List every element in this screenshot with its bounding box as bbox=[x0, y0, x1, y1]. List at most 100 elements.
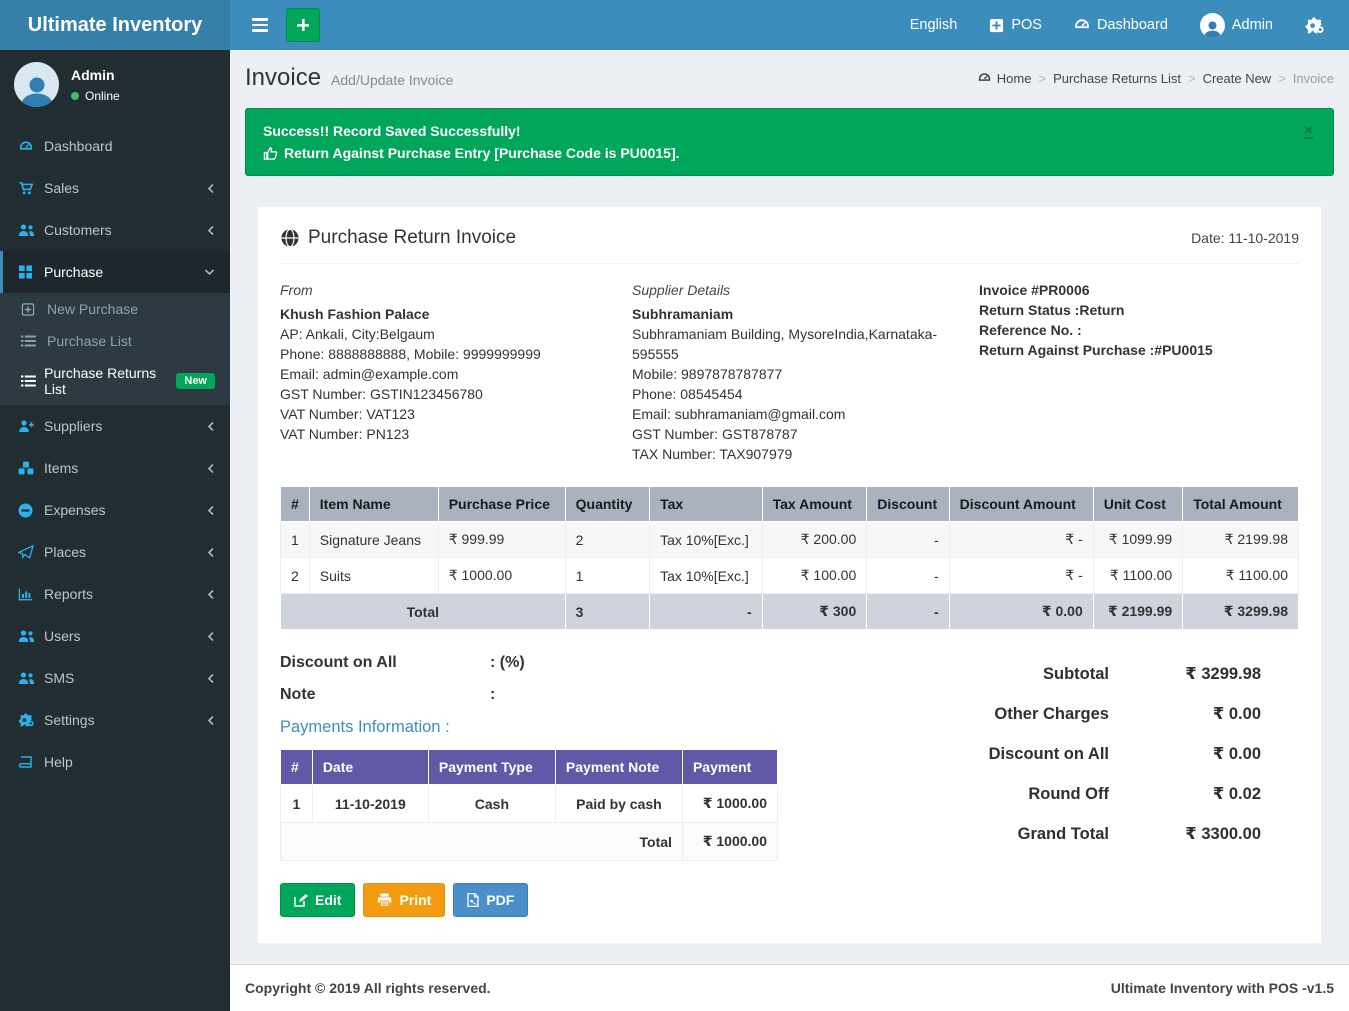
summary-grand-total: Grand Total ₹ 3300.00 bbox=[899, 814, 1261, 854]
cell-total: ₹ 1100.00 bbox=[1183, 558, 1299, 594]
gauge-icon bbox=[18, 139, 44, 154]
chevron-left-icon bbox=[207, 463, 215, 474]
sidebar-item-expenses[interactable]: Expenses bbox=[0, 489, 230, 531]
summary-value: ₹ 0.00 bbox=[1109, 704, 1261, 724]
from-vat2: VAT Number: PN123 bbox=[280, 424, 632, 444]
payments-header-row: # Date Payment Type Payment Note Payment bbox=[281, 750, 778, 785]
col-discount: Discount bbox=[867, 487, 949, 522]
sidebar-item-dashboard[interactable]: Dashboard bbox=[0, 125, 230, 167]
summary-value: ₹ 3300.00 bbox=[1109, 824, 1261, 844]
chevron-left-icon bbox=[207, 589, 215, 600]
sidebar-user-panel: Admin Online bbox=[0, 50, 230, 121]
user-avatar bbox=[1200, 13, 1225, 38]
edit-button[interactable]: Edit bbox=[280, 883, 355, 917]
sidebar-item-items[interactable]: Items bbox=[0, 447, 230, 489]
settings-menu[interactable] bbox=[1291, 0, 1339, 50]
printer-icon bbox=[377, 893, 392, 907]
action-buttons: Edit Print PDF bbox=[280, 883, 780, 917]
submenu-item-new-purchase[interactable]: New Purchase bbox=[0, 293, 230, 325]
cell-discount: - bbox=[867, 558, 949, 594]
sidebar-item-sales[interactable]: Sales bbox=[0, 167, 230, 209]
note-label: Note bbox=[280, 686, 490, 704]
items-total-row: Total 3 - ₹ 300 - ₹ 0.00 ₹ 2199.99 ₹ 329… bbox=[281, 594, 1299, 630]
summary-label: Discount on All bbox=[899, 745, 1109, 764]
total-tax: - bbox=[650, 594, 763, 630]
breadcrumb-home[interactable]: Home bbox=[977, 71, 1032, 86]
supplier-email: Email: subhramaniam@gmail.com bbox=[632, 404, 942, 424]
sidebar-item-customers[interactable]: Customers bbox=[0, 209, 230, 251]
print-button[interactable]: Print bbox=[363, 883, 445, 917]
sidebar-item-users[interactable]: Users bbox=[0, 615, 230, 657]
note-value: : bbox=[490, 686, 495, 704]
summary-other-charges: Other Charges ₹ 0.00 bbox=[899, 694, 1261, 734]
topbar: Ultimate Inventory English POS Dashboard… bbox=[0, 0, 1349, 50]
chevron-down-icon bbox=[204, 268, 215, 276]
version-text: Ultimate Inventory with POS -v1.5 bbox=[1111, 980, 1334, 996]
alert-close-icon[interactable]: × bbox=[1304, 125, 1313, 139]
chevron-left-icon bbox=[207, 225, 215, 236]
summary-discount-on-all: Discount on All ₹ 0.00 bbox=[899, 734, 1261, 774]
sidebar-item-sms[interactable]: SMS bbox=[0, 657, 230, 699]
globe-icon bbox=[280, 228, 300, 248]
brand-logo[interactable]: Ultimate Inventory bbox=[0, 0, 230, 50]
submenu-item-purchase-list[interactable]: Purchase List bbox=[0, 325, 230, 357]
table-row: 2 Suits ₹ 1000.00 1 Tax 10%[Exc.] ₹ 100.… bbox=[281, 558, 1299, 594]
breadcrumb-create-new[interactable]: Create New bbox=[1203, 71, 1272, 86]
col-hash: # bbox=[281, 487, 310, 522]
table-row: 1 Signature Jeans ₹ 999.99 2 Tax 10%[Exc… bbox=[281, 522, 1299, 558]
users-icon bbox=[18, 629, 44, 643]
sidebar-item-settings[interactable]: Settings bbox=[0, 699, 230, 741]
gears-icon bbox=[18, 713, 44, 727]
pdf-button[interactable]: PDF bbox=[453, 883, 528, 917]
table-row: 1 11-10-2019 Cash Paid by cash ₹ 1000.00 bbox=[281, 785, 778, 823]
supplier-address: Subhramaniam Building, MysoreIndia,Karna… bbox=[632, 324, 942, 364]
cell-qty: 2 bbox=[565, 522, 649, 558]
dashboard-link[interactable]: Dashboard bbox=[1060, 0, 1182, 50]
cart-icon bbox=[18, 181, 44, 196]
language-menu[interactable]: English bbox=[896, 0, 972, 50]
pay-col-payment: Payment bbox=[682, 750, 777, 785]
user-plus-icon bbox=[18, 419, 44, 433]
navbar-right: English POS Dashboard Admin bbox=[896, 0, 1339, 50]
quick-add-button[interactable] bbox=[286, 8, 320, 42]
user-menu[interactable]: Admin bbox=[1186, 0, 1287, 50]
pay-cell-date: 11-10-2019 bbox=[312, 785, 428, 823]
sidebar-item-places[interactable]: Places bbox=[0, 531, 230, 573]
summary-subtotal: Subtotal ₹ 3299.98 bbox=[899, 654, 1261, 694]
summary-value: ₹ 3299.98 bbox=[1109, 664, 1261, 684]
sidebar-item-suppliers[interactable]: Suppliers bbox=[0, 405, 230, 447]
cell-item: Signature Jeans bbox=[309, 522, 438, 558]
invoice-title-row: Purchase Return Invoice bbox=[280, 227, 516, 249]
divider bbox=[280, 263, 1299, 264]
pay-cell-note: Paid by cash bbox=[555, 785, 682, 823]
chevron-left-icon bbox=[207, 547, 215, 558]
navbar: English POS Dashboard Admin bbox=[230, 0, 1349, 50]
pos-link[interactable]: POS bbox=[975, 0, 1056, 50]
dashboard-icon bbox=[1074, 17, 1090, 33]
paper-plane-icon bbox=[18, 545, 44, 559]
invoice-number: Invoice #PR0006 bbox=[979, 280, 1299, 300]
submenu-item-purchase-returns-list[interactable]: Purchase Returns List New bbox=[0, 357, 230, 405]
chevron-left-icon bbox=[207, 715, 215, 726]
cell-tax: Tax 10%[Exc.] bbox=[650, 522, 763, 558]
pay-cell-amount: ₹ 1000.00 bbox=[682, 785, 777, 823]
book-icon bbox=[18, 756, 44, 769]
items-header-row: # Item Name Purchase Price Quantity Tax … bbox=[281, 487, 1299, 522]
return-against: Return Against Purchase :#PU0015 bbox=[979, 340, 1299, 360]
sidebar-toggle-icon[interactable] bbox=[240, 0, 280, 50]
sidebar-item-reports[interactable]: Reports bbox=[0, 573, 230, 615]
breadcrumb-purchase-returns-list[interactable]: Purchase Returns List bbox=[1053, 71, 1181, 86]
cell-tax-amount: ₹ 100.00 bbox=[762, 558, 867, 594]
cell-unit-cost: ₹ 1100.00 bbox=[1093, 558, 1182, 594]
sidebar-item-help[interactable]: Help bbox=[0, 741, 230, 783]
total-label: Total bbox=[281, 594, 566, 630]
cell-unit-cost: ₹ 1099.99 bbox=[1093, 522, 1182, 558]
summary-label: Other Charges bbox=[899, 705, 1109, 724]
supplier-heading: Supplier Details bbox=[632, 280, 942, 300]
from-phone: Phone: 8888888888, Mobile: 9999999999 bbox=[280, 344, 632, 364]
users-icon bbox=[18, 223, 44, 237]
invoice-lower-left: Discount on All : (%) Note : Payments In… bbox=[280, 654, 780, 917]
breadcrumb: Home > Purchase Returns List > Create Ne… bbox=[977, 71, 1334, 86]
sidebar-user-name: Admin bbox=[71, 67, 120, 83]
sidebar-item-purchase[interactable]: Purchase bbox=[0, 251, 230, 293]
